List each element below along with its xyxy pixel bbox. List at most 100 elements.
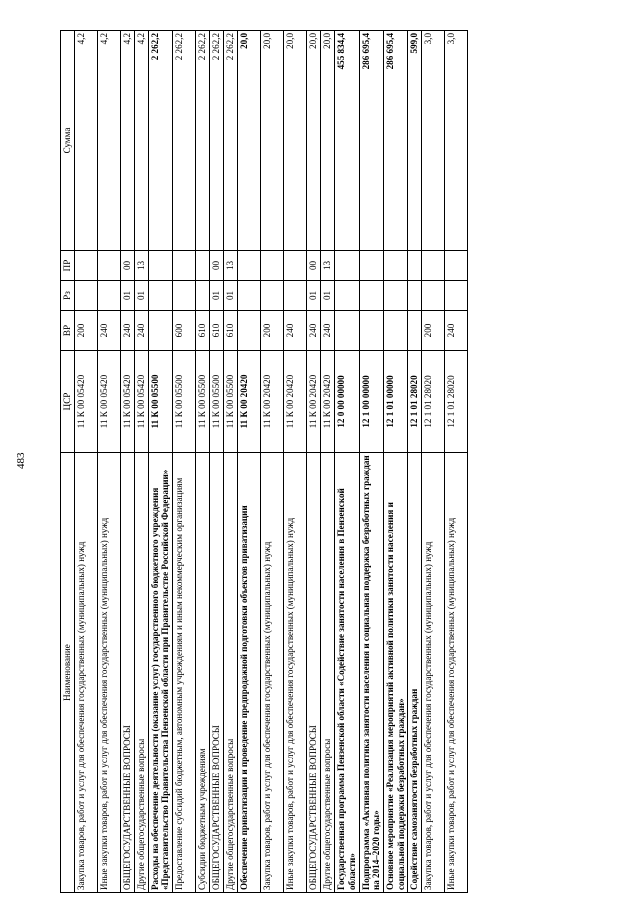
cell-sum: 4,2 bbox=[74, 30, 98, 251]
cell-rz: 01 bbox=[306, 280, 321, 311]
cell-sum: 2 262,2 bbox=[148, 30, 173, 251]
cell-vr bbox=[334, 310, 360, 351]
cell-name: Другие общегосударственные вопросы bbox=[134, 452, 149, 893]
cell-name: Содействие самозанятости безработных гра… bbox=[407, 452, 422, 893]
cell-sum: 2 262,2 bbox=[223, 30, 238, 251]
cell-rz bbox=[283, 280, 307, 311]
cell-vr: 240 bbox=[283, 310, 307, 351]
table-row: ОБЩЕГОСУДАРСТВЕННЫЕ ВОПРОСЫ 11 К 00 20420… bbox=[306, 30, 321, 893]
cell-vr: 240 bbox=[444, 310, 468, 351]
cell-vr: 200 bbox=[260, 310, 284, 351]
cell-name: Другие общегосударственные вопросы bbox=[320, 452, 335, 893]
table-row: Обеспечение приватизации и проведение пр… bbox=[237, 30, 261, 893]
table-row: Предоставление субсидий бюджетным, автон… bbox=[172, 30, 196, 893]
cell-name: Расходы на обеспечение деятельности (ока… bbox=[148, 452, 173, 893]
cell-pr: 00 bbox=[120, 250, 135, 281]
cell-sum: 20,0 bbox=[306, 30, 321, 251]
cell-vr: 610 bbox=[223, 310, 238, 351]
cell-vr bbox=[407, 310, 422, 351]
cell-rz: 01 bbox=[134, 280, 149, 311]
cell-vr: 240 bbox=[97, 310, 121, 351]
cell-csr: 11 К 00 05500 bbox=[195, 350, 210, 453]
cell-csr: 11 К 00 05500 bbox=[172, 350, 196, 453]
cell-csr: 11 К 00 05500 bbox=[223, 350, 238, 453]
cell-rz bbox=[359, 280, 384, 311]
cell-rz bbox=[237, 280, 261, 311]
cell-rz bbox=[421, 280, 445, 311]
cell-rz bbox=[383, 280, 408, 311]
cell-vr bbox=[383, 310, 408, 351]
table-row: Содействие самозанятости безработных гра… bbox=[407, 30, 422, 893]
budget-appropriations-table: Наименование ЦСР ВР Рз ПР Сумма Закупка … bbox=[60, 30, 468, 893]
cell-csr: 12 0 00 00000 bbox=[334, 350, 360, 453]
table-row: Закупка товаров, работ и услуг для обесп… bbox=[74, 30, 98, 893]
table-body: Закупка товаров, работ и услуг для обесп… bbox=[74, 30, 468, 893]
table-row: Государственная программа Пензенской обл… bbox=[334, 30, 360, 893]
cell-pr bbox=[421, 250, 445, 281]
column-header-name: Наименование bbox=[60, 452, 75, 893]
cell-sum: 4,2 bbox=[120, 30, 135, 251]
cell-rz bbox=[334, 280, 360, 311]
cell-vr bbox=[359, 310, 384, 351]
cell-rz bbox=[195, 280, 210, 311]
cell-csr: 11 К 00 20420 bbox=[237, 350, 261, 453]
cell-pr: 13 bbox=[134, 250, 149, 281]
cell-vr: 610 bbox=[195, 310, 210, 351]
cell-pr bbox=[283, 250, 307, 281]
table-row: Другие общегосударственные вопросы 11 К 0… bbox=[223, 30, 238, 893]
cell-name: Подпрограмма «Активная политика занятост… bbox=[359, 452, 384, 893]
cell-vr: 200 bbox=[421, 310, 445, 351]
cell-pr bbox=[74, 250, 98, 281]
cell-rz: 01 bbox=[120, 280, 135, 311]
cell-sum: 20,0 bbox=[260, 30, 284, 251]
cell-name: Основное мероприятие «Реализация меропри… bbox=[383, 452, 408, 893]
column-header-sum: Сумма bbox=[60, 30, 75, 251]
cell-rz bbox=[148, 280, 173, 311]
cell-vr: 240 bbox=[120, 310, 135, 351]
cell-csr: 11 К 00 05420 bbox=[120, 350, 135, 453]
cell-sum: 3,0 bbox=[444, 30, 468, 251]
cell-name: Иные закупки товаров, работ и услуг для … bbox=[97, 452, 121, 893]
cell-csr: 11 К 00 05500 bbox=[148, 350, 173, 453]
cell-name: Закупка товаров, работ и услуг для обесп… bbox=[260, 452, 284, 893]
cell-pr bbox=[172, 250, 196, 281]
cell-name: Другие общегосударственные вопросы bbox=[223, 452, 238, 893]
cell-pr: 00 bbox=[306, 250, 321, 281]
column-header-rz: Рз bbox=[60, 280, 75, 311]
cell-rz bbox=[74, 280, 98, 311]
cell-csr: 11 К 00 05420 bbox=[97, 350, 121, 453]
table-row: Расходы на обеспечение деятельности (ока… bbox=[148, 30, 173, 893]
table-header: Наименование ЦСР ВР Рз ПР Сумма bbox=[60, 30, 75, 893]
cell-name: Предоставление субсидий бюджетным, автон… bbox=[172, 452, 196, 893]
cell-csr: 11 К 00 20420 bbox=[260, 350, 284, 453]
cell-name: Обеспечение приватизации и проведение пр… bbox=[237, 452, 261, 893]
cell-rz: 01 bbox=[209, 280, 224, 311]
cell-name: Закупка товаров, работ и услуг для обесп… bbox=[74, 452, 98, 893]
cell-pr bbox=[237, 250, 261, 281]
cell-sum: 4,2 bbox=[97, 30, 121, 251]
cell-name: Иные закупки товаров, работ и услуг для … bbox=[283, 452, 307, 893]
cell-pr bbox=[195, 250, 210, 281]
cell-csr: 11 К 00 20420 bbox=[306, 350, 321, 453]
table-row: Закупка товаров, работ и услуг для обесп… bbox=[421, 30, 445, 893]
cell-pr: 00 bbox=[209, 250, 224, 281]
cell-sum: 2 262,2 bbox=[195, 30, 210, 251]
cell-vr: 600 bbox=[172, 310, 196, 351]
cell-pr bbox=[407, 250, 422, 281]
column-header-vr: ВР bbox=[60, 310, 75, 351]
cell-pr bbox=[97, 250, 121, 281]
cell-vr: 240 bbox=[320, 310, 335, 351]
cell-sum: 3,0 bbox=[421, 30, 445, 251]
cell-csr: 12 1 01 28020 bbox=[444, 350, 468, 453]
cell-sum: 599,0 bbox=[407, 30, 422, 251]
cell-csr: 11 К 00 20420 bbox=[283, 350, 307, 453]
cell-csr: 12 1 01 28020 bbox=[421, 350, 445, 453]
cell-sum: 4,2 bbox=[134, 30, 149, 251]
cell-sum: 286 695,4 bbox=[359, 30, 384, 251]
cell-sum: 455 834,4 bbox=[334, 30, 360, 251]
cell-csr: 11 К 00 05420 bbox=[134, 350, 149, 453]
cell-name: ОБЩЕГОСУДАРСТВЕННЫЕ ВОПРОСЫ bbox=[209, 452, 224, 893]
cell-csr: 11 К 00 05500 bbox=[209, 350, 224, 453]
